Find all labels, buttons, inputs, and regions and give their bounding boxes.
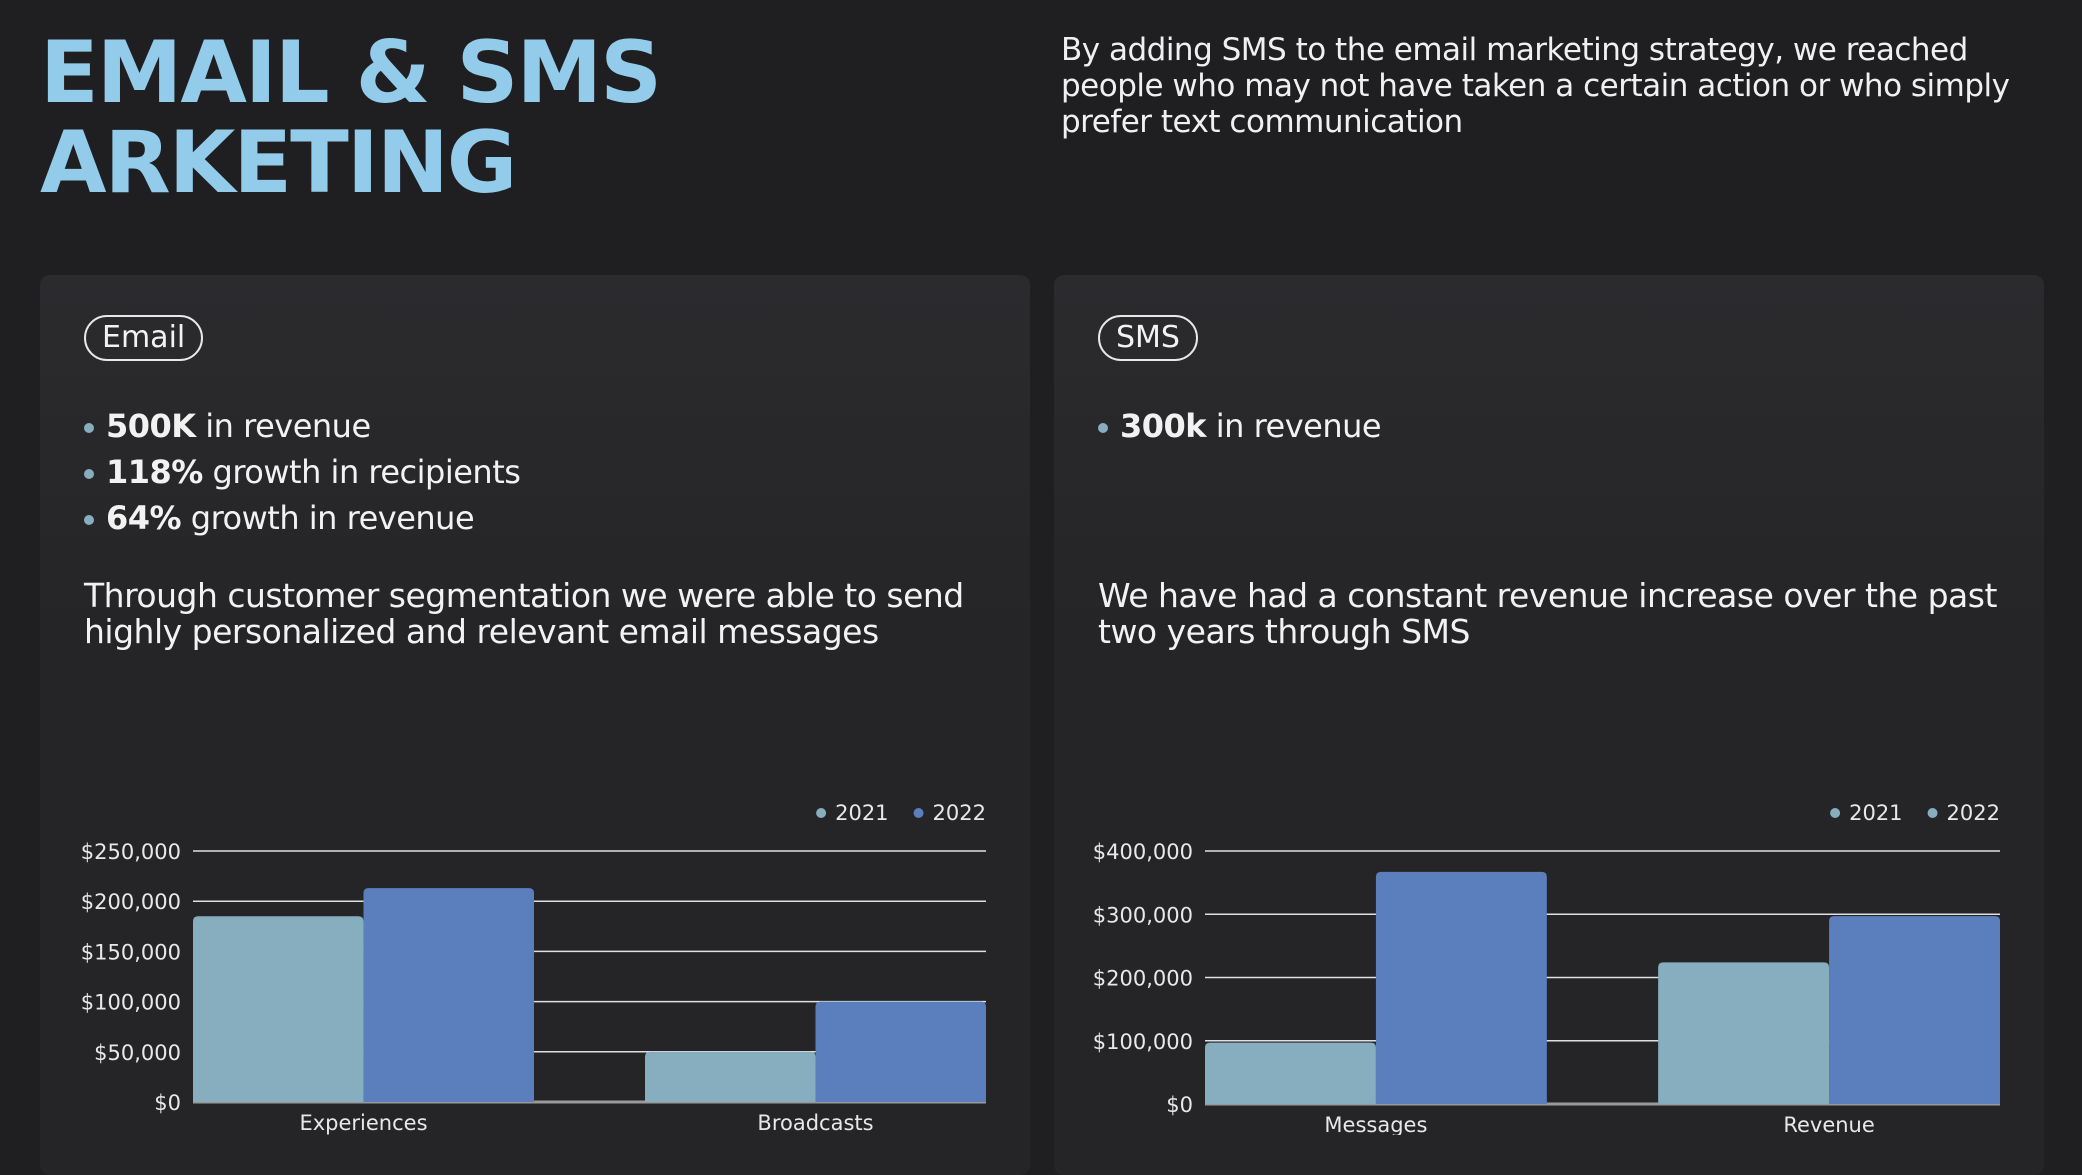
bar-2022-experiences xyxy=(363,888,534,1102)
bar-2022-broadcasts xyxy=(815,1001,986,1102)
title-line-2: ARKETING xyxy=(40,113,517,213)
legend-dot-icon xyxy=(1830,808,1841,818)
y-tick-label: $0 xyxy=(154,1091,181,1115)
legend-label: 2021 xyxy=(1849,801,1902,825)
bullet-text: growth in revenue xyxy=(181,499,475,537)
email-description: Through customer segmentation we were ab… xyxy=(84,576,964,651)
y-tick-label: $250,000 xyxy=(81,840,181,864)
y-tick-label: $0 xyxy=(1166,1093,1193,1117)
legend-label: 2021 xyxy=(835,801,888,825)
x-tick-label: Messages xyxy=(1324,1113,1427,1135)
y-tick-label: $50,000 xyxy=(94,1041,181,1065)
legend-label: 2022 xyxy=(1947,801,2000,825)
bullet-text: in revenue xyxy=(1206,407,1382,445)
bullet-dot-icon xyxy=(84,469,94,479)
bar-2021-experiences xyxy=(193,916,364,1102)
x-tick-label: Revenue xyxy=(1783,1113,1874,1135)
email-chart: $0 $50,000 $100,000 $150,000 $200,000 $250,00… xyxy=(81,801,986,1135)
legend-dot-icon xyxy=(816,808,827,818)
legend-label: 2022 xyxy=(933,801,986,825)
y-tick-label: $100,000 xyxy=(81,991,181,1015)
legend-dot-icon xyxy=(913,808,924,818)
x-tick-label: Broadcasts xyxy=(757,1111,873,1135)
bullet-item: 64% growth in revenue xyxy=(84,495,520,541)
y-tick-label: $300,000 xyxy=(1093,903,1193,927)
bullet-item: 118% growth in recipients xyxy=(84,449,521,495)
x-tick-label: Experiences xyxy=(299,1111,427,1135)
bullet-text: growth in recipients xyxy=(202,453,521,491)
sms-description: We have had a constant revenue increase … xyxy=(1098,576,1997,651)
y-tick-label: $100,000 xyxy=(1093,1030,1193,1054)
bullet-bold: 300k xyxy=(1120,407,1207,445)
y-tick-label: $150,000 xyxy=(81,940,181,964)
sms-chart: $0 $100,000 $200,000 $300,000 $400,000 Messag… xyxy=(1093,801,2000,1135)
bar-2022-revenue xyxy=(1829,916,2000,1104)
bullet-bold: 118% xyxy=(106,453,203,491)
intro-text: By adding SMS to the email marketing str… xyxy=(1061,32,2010,140)
bullet-dot-icon xyxy=(84,423,94,433)
y-tick-label: $400,000 xyxy=(1093,840,1193,864)
bullet-item: 500K in revenue xyxy=(84,403,520,449)
bar-2021-messages xyxy=(1205,1042,1376,1104)
bullet-bold: 500K xyxy=(106,407,196,445)
title-line-1: EMAIL & SMS xyxy=(40,23,662,123)
email-card: Email 500K in revenue 118% growth in rec… xyxy=(40,275,1030,1175)
sms-card: SMS 300k in revenue We have had a consta… xyxy=(1054,275,2044,1175)
y-tick-label: $200,000 xyxy=(1093,967,1193,991)
email-tag: Email xyxy=(84,315,204,361)
sms-tag: SMS xyxy=(1098,315,1198,361)
bullet-dot-icon xyxy=(84,515,94,525)
y-tick-label: $200,000 xyxy=(81,890,181,914)
sms-bullets: 300k in revenue xyxy=(1098,403,1382,449)
bar-2021-broadcasts xyxy=(645,1051,816,1102)
page-title: EMAIL & SMS ARKETING xyxy=(40,28,662,208)
email-bullets: 500K in revenue 118% growth in recipient… xyxy=(84,403,521,541)
bar-2021-revenue xyxy=(1658,962,1830,1104)
bullet-bold: 64% xyxy=(106,499,182,537)
bullet-dot-icon xyxy=(1098,423,1108,433)
bullet-item: 300k in revenue xyxy=(1098,403,1382,449)
legend-dot-icon xyxy=(1927,808,1938,818)
bar-2022-messages xyxy=(1375,871,1547,1104)
bullet-text: in revenue xyxy=(195,407,371,445)
